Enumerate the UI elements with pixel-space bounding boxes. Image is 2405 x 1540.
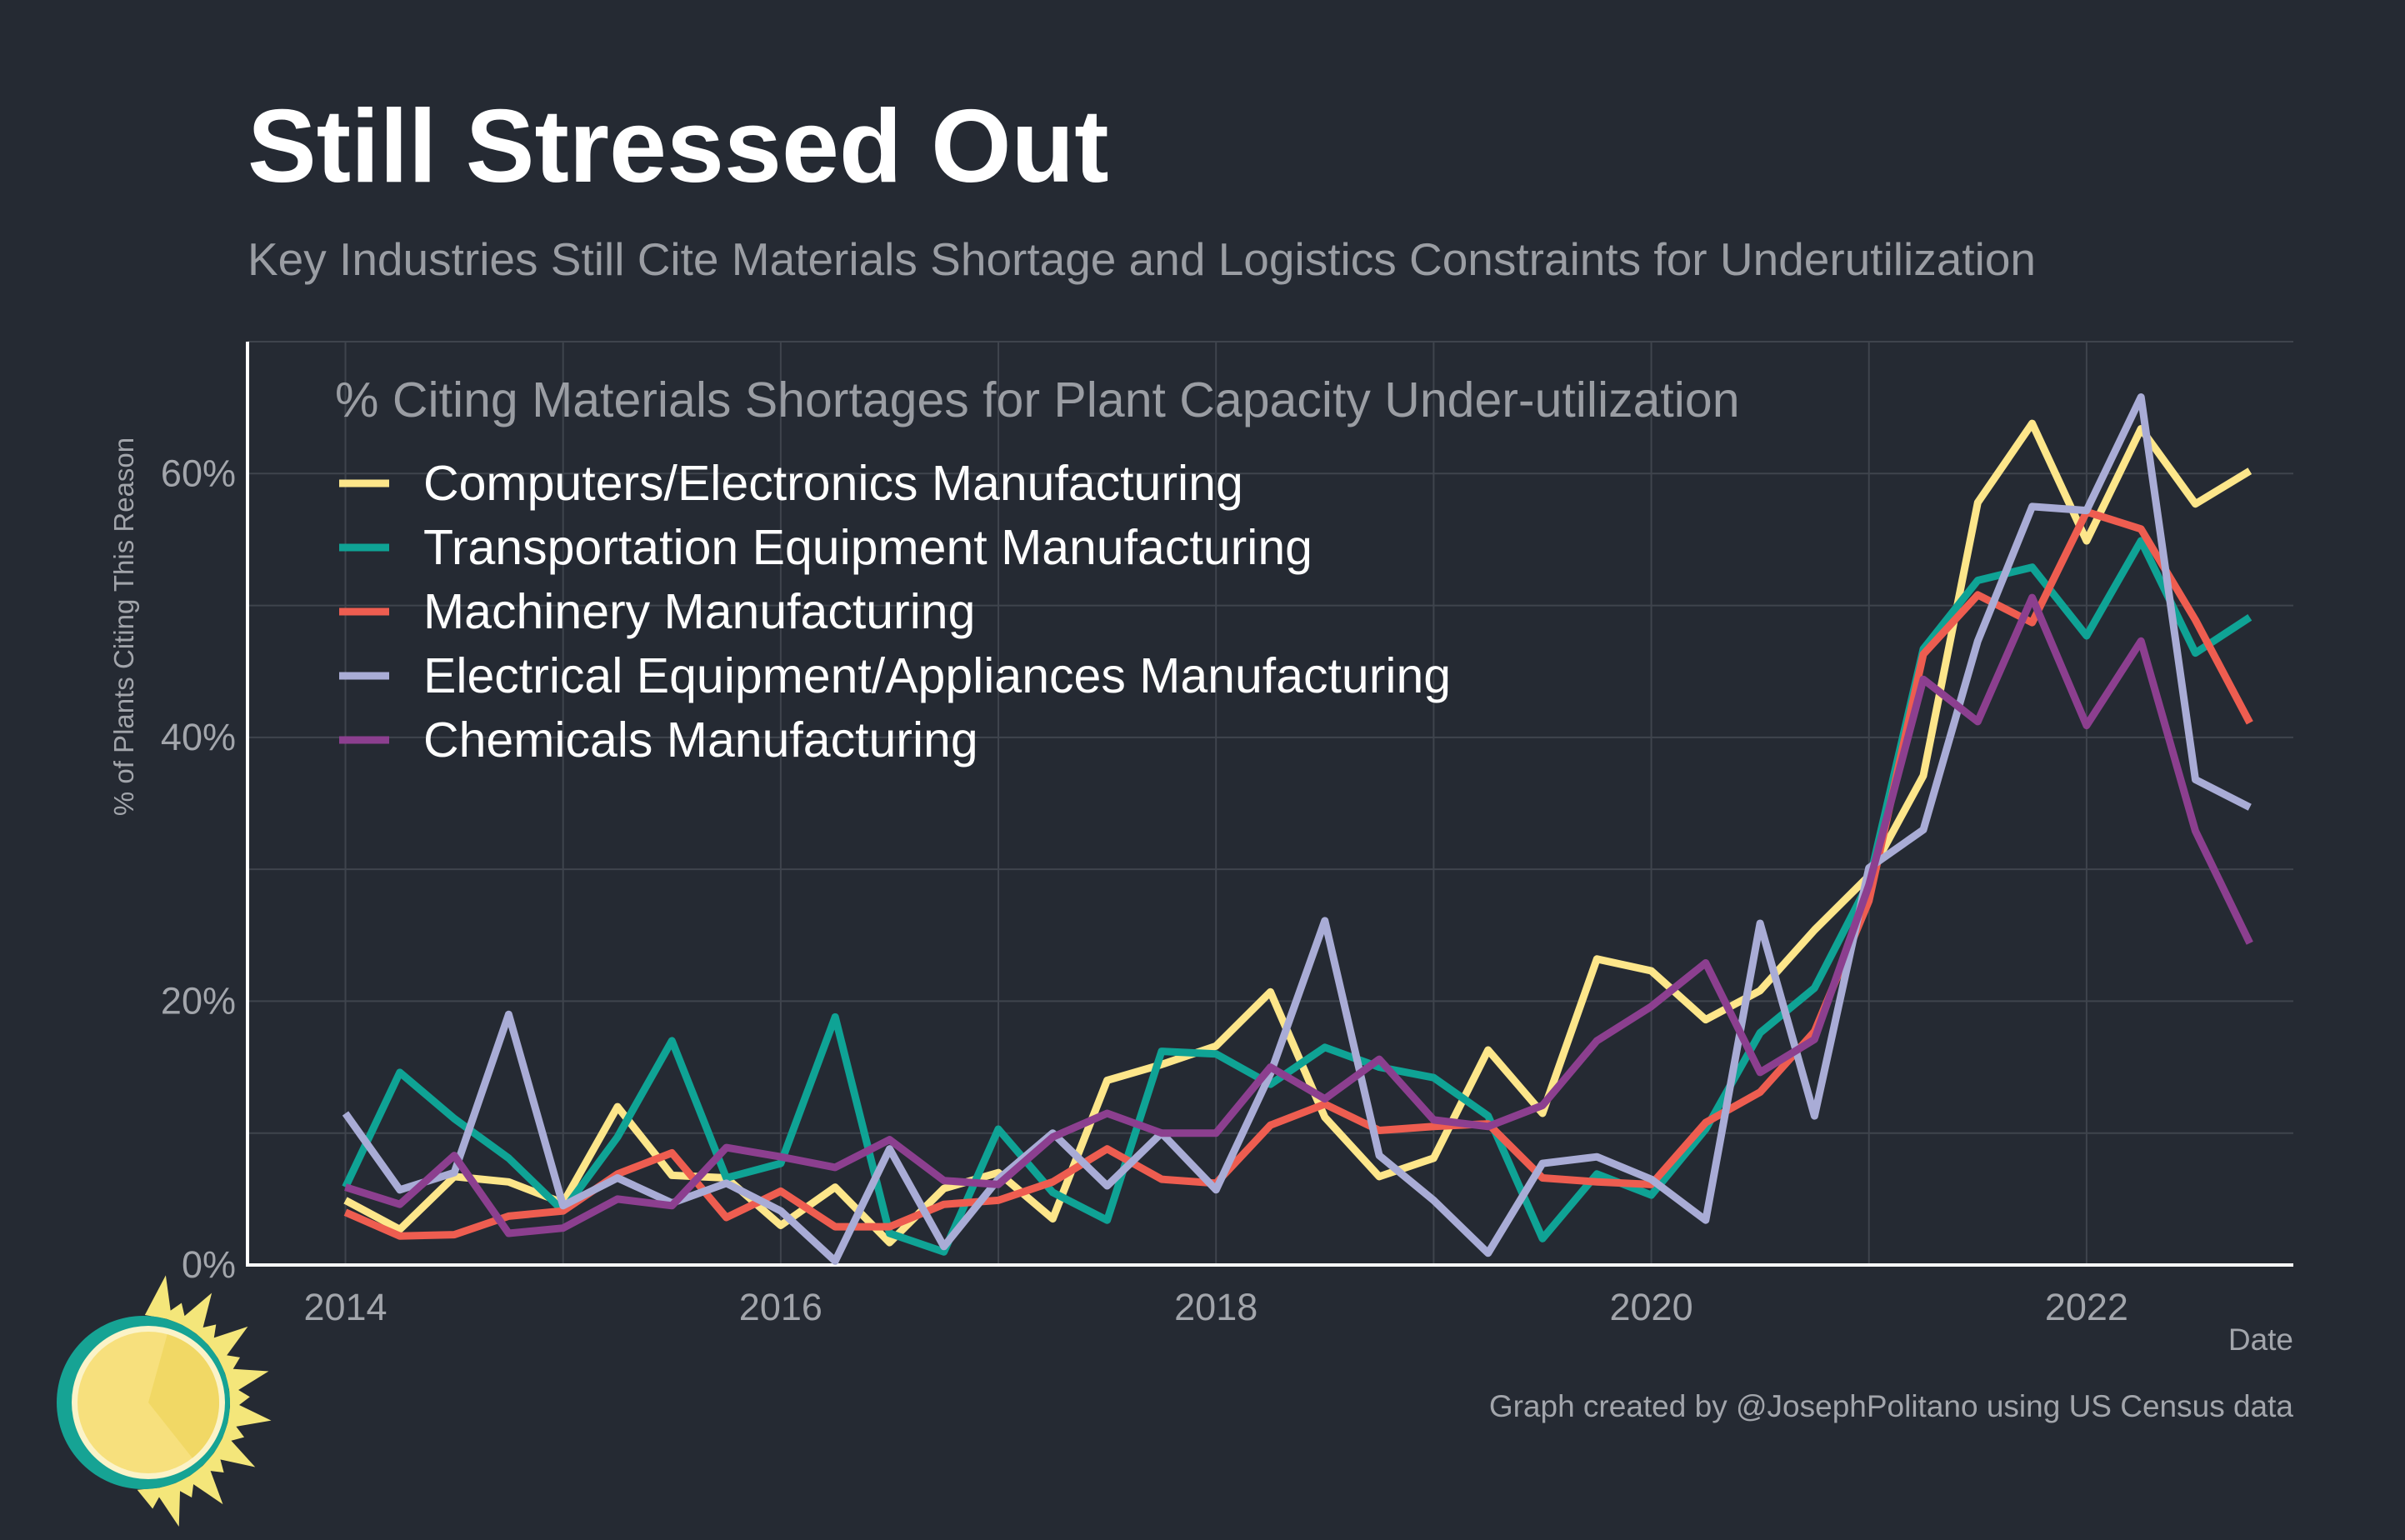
sun-ray bbox=[137, 1487, 165, 1509]
tick-labels: 0% 20% 40% 60% 2014 2016 2018 2020 2022 bbox=[161, 452, 2128, 1328]
sun-ray bbox=[178, 1292, 212, 1337]
y-tick-label: 40% bbox=[161, 716, 236, 758]
x-tick-label: 2014 bbox=[303, 1286, 387, 1328]
series-line-5 bbox=[344, 593, 2253, 1238]
series-line-1 bbox=[343, 419, 2252, 1247]
sun-ray bbox=[211, 1433, 256, 1468]
chart-title: Still Stressed Out bbox=[248, 89, 1109, 204]
sun-shade bbox=[148, 1334, 219, 1458]
series-line-2 bbox=[342, 537, 2252, 1256]
x-tick-label: 2022 bbox=[2045, 1286, 2128, 1328]
x-tick-label: 2016 bbox=[739, 1286, 822, 1328]
legend-label: Computers/Electronics Manufacturing bbox=[423, 456, 1243, 511]
sun-ray bbox=[144, 1275, 172, 1320]
sun-ray bbox=[185, 1462, 223, 1505]
series-lines bbox=[342, 393, 2253, 1265]
x-axis-label: Date bbox=[2228, 1322, 2293, 1357]
legend-label: Machinery Manufacturing bbox=[423, 584, 975, 639]
sun-logo-icon bbox=[57, 1275, 272, 1527]
axes bbox=[246, 342, 2293, 1267]
chart-subtitle: Key Industries Still Cite Materials Shor… bbox=[248, 233, 2036, 285]
sun-ray bbox=[205, 1326, 248, 1363]
sun-ray bbox=[227, 1401, 272, 1428]
series-line-4 bbox=[342, 393, 2252, 1265]
legend: % Citing Materials Shortages for Plant C… bbox=[335, 372, 1740, 768]
series-line-3 bbox=[343, 508, 2253, 1240]
sun-ray bbox=[170, 1472, 195, 1498]
y-tick-label: 0% bbox=[182, 1243, 236, 1286]
y-axis-label: % of Plants Citing This Reason bbox=[108, 438, 139, 816]
legend-label: Chemicals Manufacturing bbox=[423, 712, 978, 768]
sun-ray bbox=[216, 1353, 241, 1379]
y-tick-label: 60% bbox=[161, 452, 236, 494]
grid-lines bbox=[248, 341, 2293, 1265]
legend-label: Electrical Equipment/Appliances Manufact… bbox=[423, 648, 1451, 703]
legend-label: Transportation Equipment Manufacturing bbox=[423, 520, 1312, 575]
x-tick-label: 2018 bbox=[1174, 1286, 1258, 1328]
y-tick-label: 20% bbox=[161, 979, 236, 1022]
x-tick-label: 2020 bbox=[1609, 1286, 1692, 1328]
legend-title: % Citing Materials Shortages for Plant C… bbox=[335, 372, 1740, 428]
source-caption: Graph created by @JosephPolitano using U… bbox=[1489, 1389, 2294, 1423]
